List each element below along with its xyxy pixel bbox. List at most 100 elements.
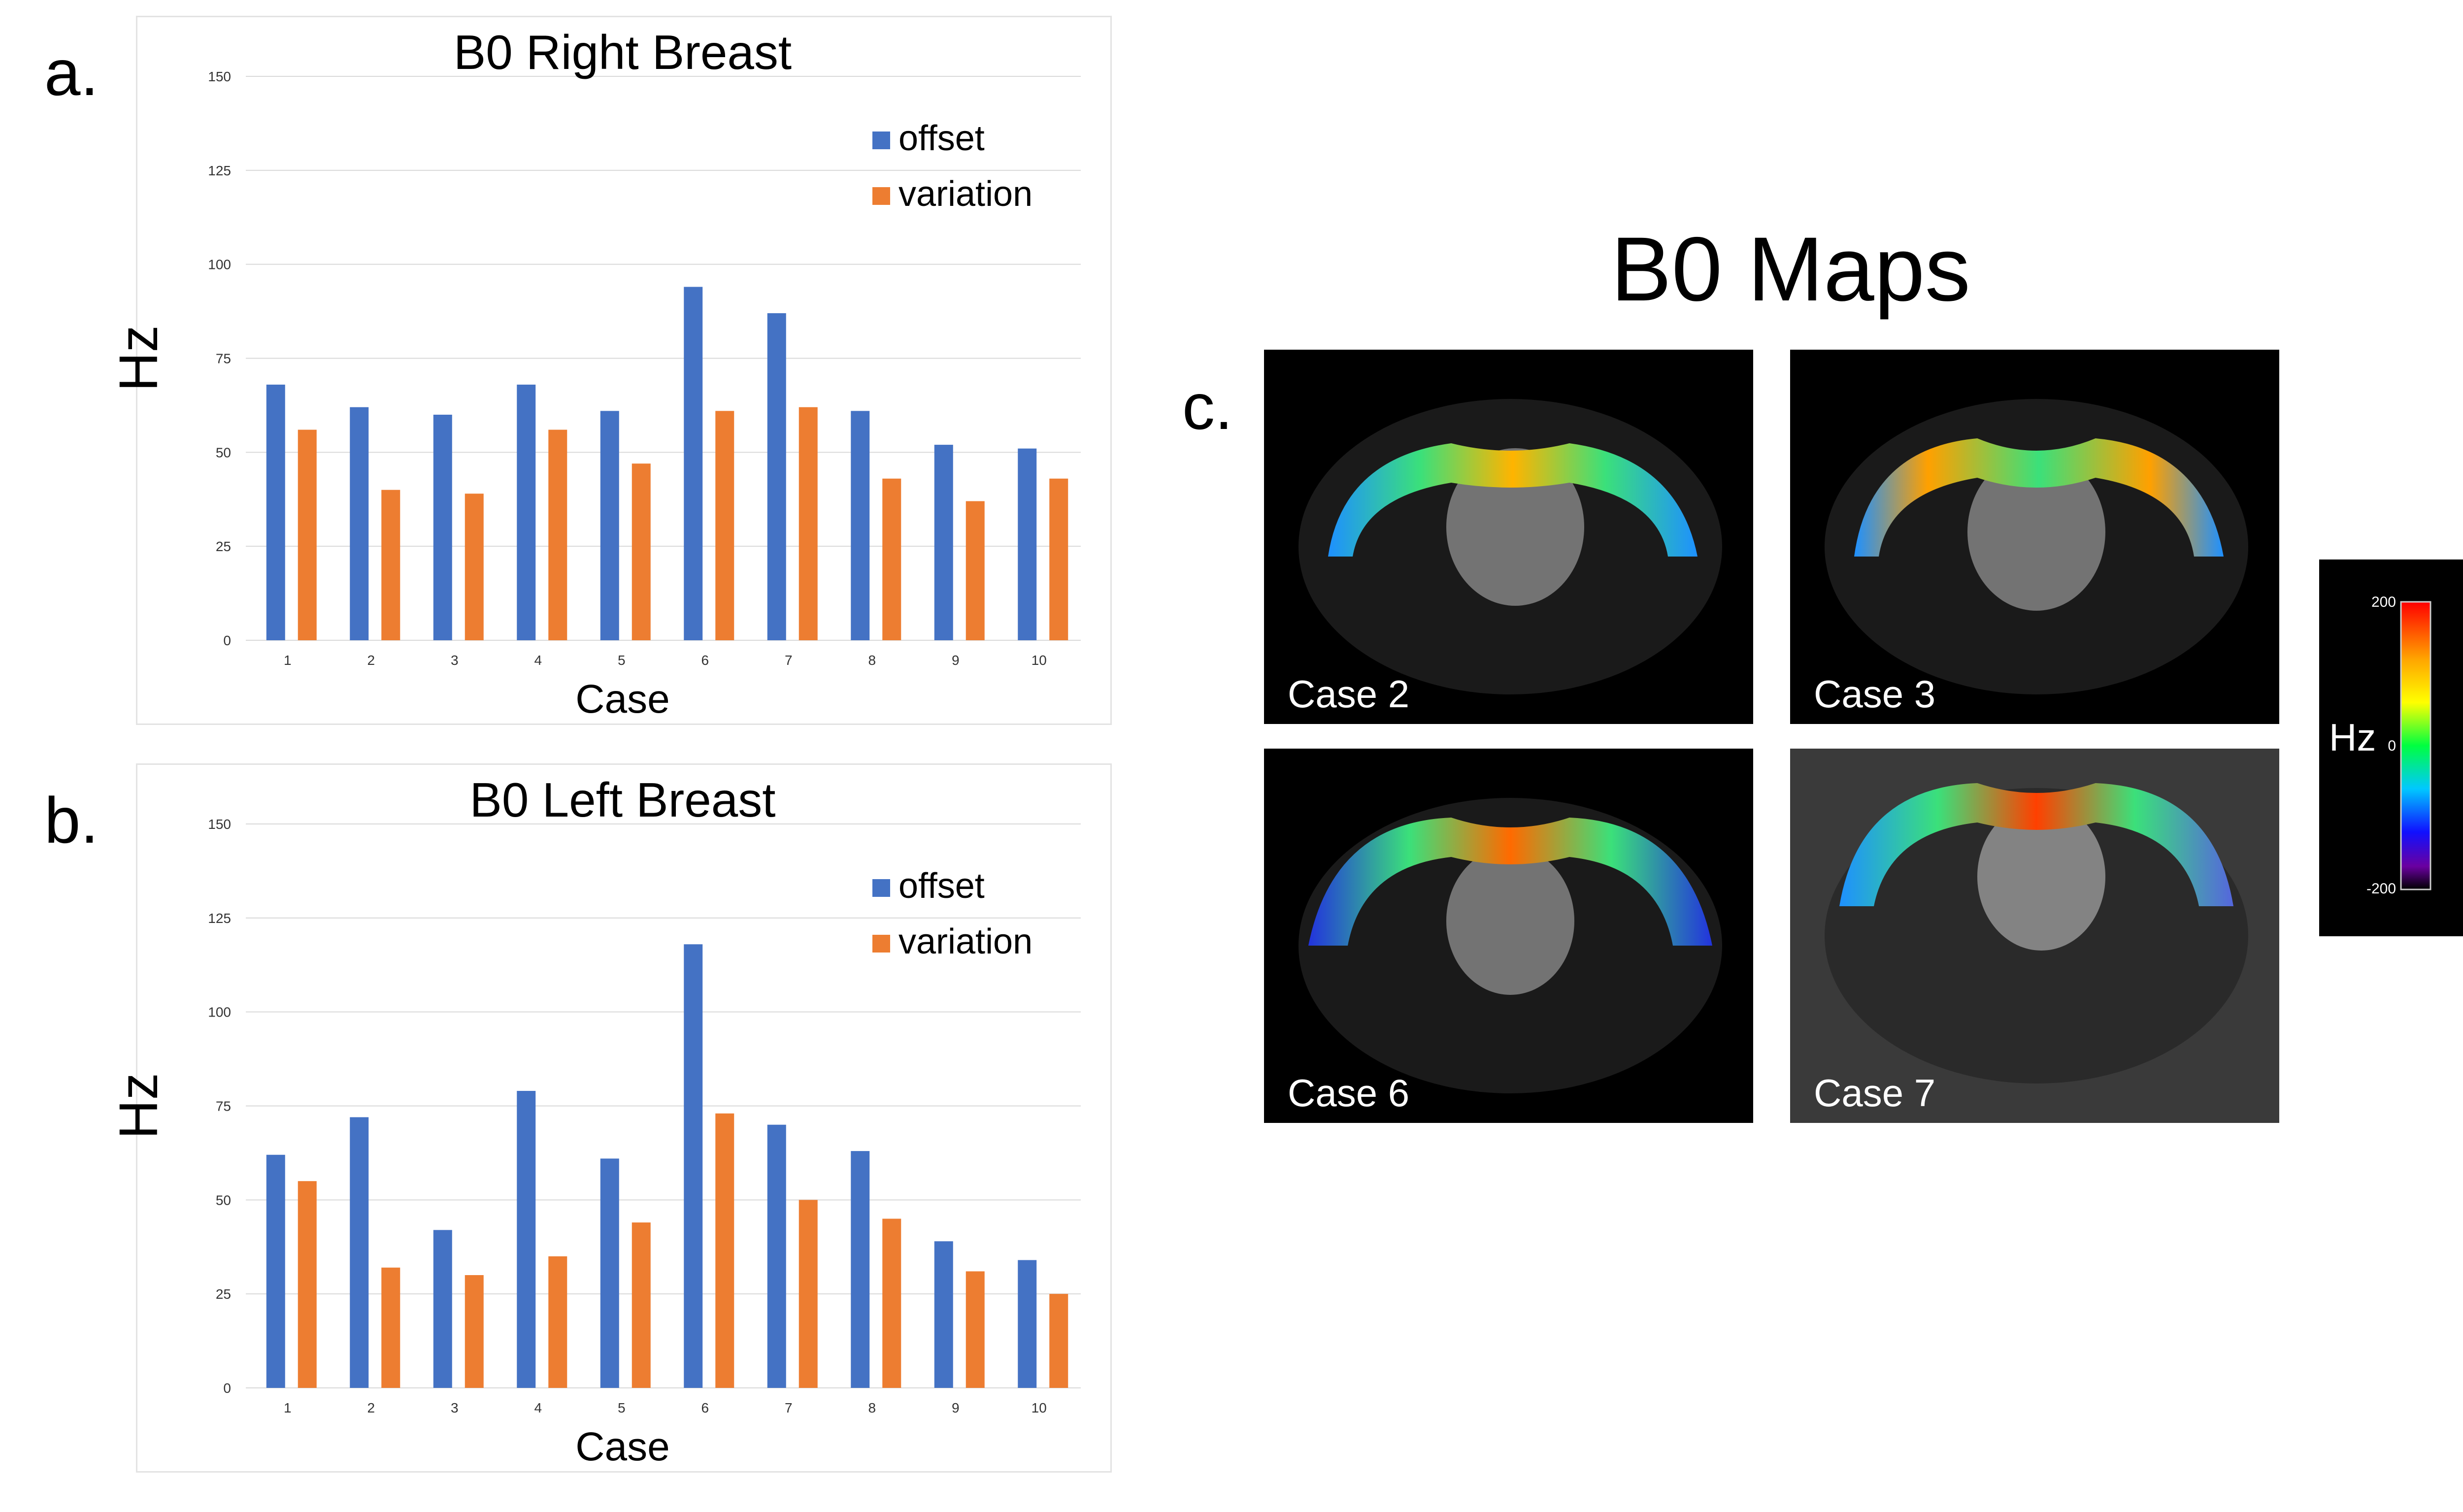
y-tick-label: 0: [223, 1381, 231, 1396]
y-tick-label: 100: [208, 257, 231, 272]
bar-offset: [433, 415, 452, 640]
mri-case-label: Case 6: [1288, 1071, 1410, 1115]
y-tick-label: 125: [208, 911, 231, 926]
x-tick-label: 9: [952, 653, 960, 668]
x-tick-label: 5: [618, 1400, 626, 1415]
y-tick-label: 50: [216, 1192, 231, 1208]
panel-label-c: c.: [1182, 370, 1233, 443]
x-tick-label: 8: [868, 1400, 876, 1415]
bar-offset: [767, 313, 786, 640]
bar-offset: [600, 411, 619, 640]
colorbar-unit: Hz: [2329, 716, 2376, 759]
panel-label-a: a.: [44, 36, 99, 109]
mri-case-label: Case 7: [1814, 1071, 1936, 1115]
y-tick-label: 25: [216, 1286, 231, 1302]
bar-variation: [965, 1271, 985, 1388]
y-tick-label: 50: [216, 445, 231, 460]
y-tick-label: 150: [208, 69, 231, 84]
mri-case-2: Case 2: [1264, 350, 1753, 724]
bar-variation: [465, 1275, 484, 1388]
x-tick-label: 5: [618, 653, 626, 668]
legend-swatch-offset: [872, 879, 890, 897]
chart-right-breast: 0 25 50 75 100 125 150 1 2 3 4 5 6 7 8 9 10 B0 Right Brea…: [108, 16, 1112, 725]
legend-label-offset: offset: [899, 119, 985, 158]
x-tick-label: 7: [785, 653, 793, 668]
bar-variation: [632, 1222, 651, 1388]
mri-case-2-image: [1298, 399, 1722, 694]
bar-variation: [298, 1181, 317, 1388]
maps-title: B0 Maps: [1611, 219, 1971, 320]
x-tick-label: 2: [367, 1400, 375, 1415]
mri-case-7: Case 7: [1790, 749, 2279, 1123]
chart-title: B0 Right Breast: [454, 25, 792, 79]
chart-left-breast-plot: 0 25 50 75 100 125 150 1 2 3 4 5 6 7 8 9 10 B0 Left Breas…: [108, 773, 1081, 1469]
bar-variation: [381, 490, 400, 640]
x-axis-label: Case: [575, 677, 669, 722]
bar-offset: [1018, 448, 1037, 640]
chart-title: B0 Left Breast: [469, 773, 775, 827]
x-tick-label: 3: [451, 1400, 459, 1415]
mri-case-3-image: [1825, 399, 2248, 694]
x-tick-label: 6: [701, 653, 709, 668]
y-tick-label: 75: [216, 351, 231, 366]
bar-offset: [851, 1151, 870, 1388]
legend-swatch-offset: [872, 131, 890, 149]
y-tick-label: 25: [216, 539, 231, 554]
x-tick-label: 9: [952, 1400, 960, 1415]
x-tick-label: 7: [785, 1400, 793, 1415]
x-tick-label: 1: [284, 1400, 292, 1415]
bar-offset: [934, 445, 953, 640]
y-tick-label: 0: [223, 633, 231, 648]
bar-offset: [350, 1117, 369, 1388]
chart-left-breast: 0 25 50 75 100 125 150 1 2 3 4 5 6 7 8 9 10 B0 Left Breas…: [108, 763, 1112, 1473]
x-tick-label: 3: [451, 653, 459, 668]
bar-offset: [684, 944, 703, 1388]
bar-offset: [851, 411, 870, 640]
bar-offset: [433, 1230, 452, 1388]
x-tick-label: 6: [701, 1400, 709, 1415]
mri-case-label: Case 3: [1814, 672, 1936, 716]
bar-offset: [934, 1241, 953, 1388]
bar-offset: [266, 1154, 285, 1388]
y-tick-label: 125: [208, 163, 231, 178]
bar-variation: [882, 478, 901, 640]
legend-swatch-variation: [872, 187, 890, 205]
y-axis-label: Hz: [108, 325, 169, 391]
bar-variation: [715, 411, 734, 640]
bar-variation: [965, 501, 985, 640]
y-tick-label: 100: [208, 1005, 231, 1020]
bar-offset: [350, 407, 369, 640]
bar-offset: [600, 1158, 619, 1388]
bar-variation: [632, 463, 651, 640]
bar-variation: [548, 429, 567, 640]
colorbar-max: 200: [2371, 594, 2396, 610]
bar-variation: [715, 1113, 734, 1388]
bar-variation: [1049, 478, 1068, 640]
bar-offset: [517, 1090, 536, 1388]
colorbar-graphic: 200 0 -200 Hz: [2329, 594, 2431, 897]
panel-label-b: b.: [44, 784, 99, 856]
bar-variation: [298, 429, 317, 640]
bar-variation: [465, 493, 484, 640]
bar-variation: [882, 1218, 901, 1388]
y-tick-label: 150: [208, 817, 231, 832]
x-tick-label: 1: [284, 653, 292, 668]
colorbar-gradient: [2400, 601, 2431, 890]
mri-case-label: Case 2: [1288, 672, 1410, 716]
legend-label-variation: variation: [899, 922, 1032, 961]
colorbar: 200 0 -200 Hz: [2319, 559, 2463, 936]
bar-variation: [799, 1200, 818, 1388]
mri-case-6-image: [1298, 798, 1722, 1093]
chart-right-breast-plot: 0 25 50 75 100 125 150 1 2 3 4 5 6 7 8 9 10 B0 Right Brea…: [108, 25, 1081, 722]
y-tick-label: 75: [216, 1099, 231, 1114]
x-tick-label: 4: [534, 1400, 542, 1415]
x-axis-label: Case: [575, 1424, 669, 1469]
colorbar-min: -200: [2366, 881, 2396, 897]
bar-offset: [266, 384, 285, 640]
legend-label-offset: offset: [899, 866, 985, 906]
bar-variation: [381, 1267, 400, 1388]
bar-variation: [799, 407, 818, 640]
bar-offset: [517, 384, 536, 640]
bar-variation: [1049, 1294, 1068, 1388]
mri-case-7-image: [1825, 783, 2248, 1084]
